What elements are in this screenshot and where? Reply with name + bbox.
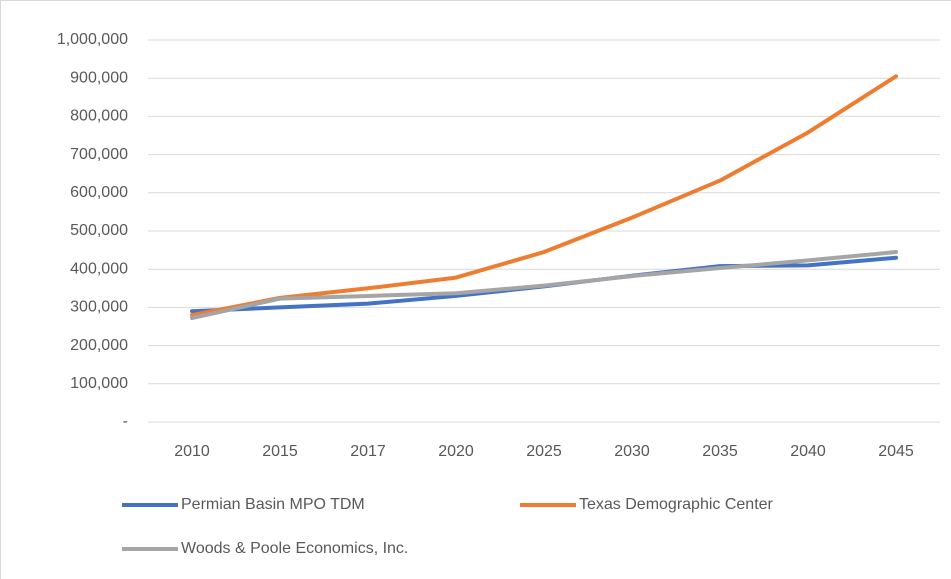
x-tick-label: 2035 <box>702 443 738 460</box>
legend-label: Woods & Poole Economics, Inc. <box>181 540 408 557</box>
y-tick-label: 600,000 <box>70 184 128 201</box>
y-tick-label: 400,000 <box>70 260 128 277</box>
y-tick-label: 300,000 <box>70 299 128 316</box>
y-tick-label: 1,000,000 <box>57 31 128 48</box>
y-tick-label: 500,000 <box>70 222 128 239</box>
x-tick-label: 2040 <box>790 443 826 460</box>
series-line <box>190 74 898 318</box>
x-tick-label: 2015 <box>262 443 298 460</box>
legend-label: Permian Basin MPO TDM <box>181 496 365 513</box>
x-tick-label: 2025 <box>526 443 562 460</box>
y-tick-label: 900,000 <box>70 69 128 86</box>
x-tick-label: 2045 <box>878 443 914 460</box>
series-line <box>190 250 898 321</box>
x-tick-label: 2030 <box>614 443 650 460</box>
x-tick-label: 2010 <box>174 443 210 460</box>
y-tick-label: 200,000 <box>70 337 128 354</box>
x-tick-label: 2020 <box>438 443 474 460</box>
y-tick-label: - <box>123 413 128 430</box>
legend-label: Texas Demographic Center <box>579 496 774 513</box>
x-tick-label: 2017 <box>350 443 386 460</box>
y-tick-label: 100,000 <box>70 375 128 392</box>
y-tick-label: 700,000 <box>70 146 128 163</box>
y-tick-label: 800,000 <box>70 108 128 125</box>
